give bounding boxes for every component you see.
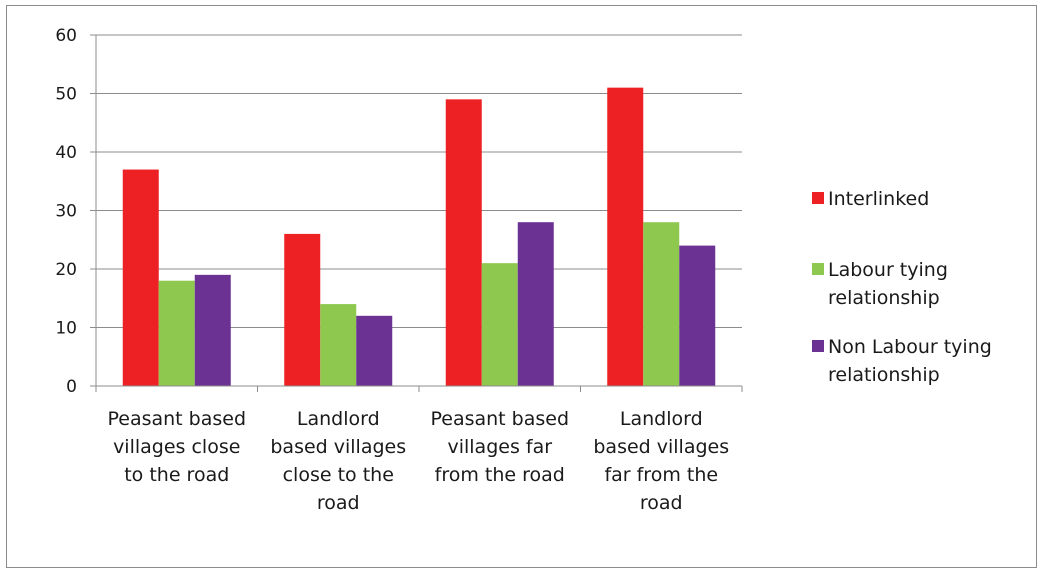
x-tick-label: road: [640, 492, 683, 514]
bar-chart: 0 10 20 30 40 50 60 Peasant based villages close…: [55, 26, 992, 514]
bar: [158, 280, 195, 386]
x-tick-label: road: [317, 492, 360, 514]
bar: [481, 263, 518, 386]
bar: [607, 87, 644, 387]
x-tick-label: from the road: [435, 464, 565, 486]
x-tick-label: based villages: [270, 436, 406, 458]
x-tick-label: villages close: [113, 436, 240, 458]
x-tick-label: Landlord: [620, 408, 703, 430]
bar: [517, 222, 554, 386]
y-tick-label: 20: [55, 260, 77, 280]
legend-swatch: [812, 192, 824, 204]
y-tick-label: 50: [55, 85, 77, 105]
legend-label: relationship: [828, 364, 940, 386]
x-tick-label: Peasant based: [107, 408, 246, 430]
x-tick-label: Peasant based: [430, 408, 569, 430]
y-tick-label: 10: [55, 319, 77, 339]
x-tick-label: villages far: [447, 436, 552, 458]
bar: [194, 274, 231, 386]
legend-swatch: [812, 340, 824, 352]
axes: 0 10 20 30 40 50 60 Peasant based villages close…: [55, 26, 743, 514]
x-tick-label: to the road: [124, 464, 229, 486]
bars: [122, 87, 716, 387]
bar: [122, 169, 159, 386]
bar: [320, 304, 357, 386]
y-tick-label: 60: [55, 26, 77, 46]
legend: Interlinked Labour tying relationship Non L…: [812, 188, 992, 386]
x-tick-label: Landlord: [297, 408, 380, 430]
y-tick-label: 0: [66, 377, 77, 397]
legend-label: relationship: [828, 287, 940, 309]
bar: [445, 99, 482, 386]
bar: [679, 245, 716, 386]
bar: [356, 315, 393, 386]
chart-frame: 0 10 20 30 40 50 60 Peasant based villages close…: [6, 5, 1037, 568]
legend-label: Interlinked: [828, 188, 929, 210]
x-tick-label: based villages: [593, 436, 729, 458]
bar: [643, 222, 680, 386]
legend-swatch: [812, 263, 824, 275]
bar: [284, 233, 321, 386]
y-tick-label: 30: [55, 202, 77, 222]
x-tick-label: close to the: [283, 464, 394, 486]
legend-label: Labour tying: [828, 259, 948, 281]
x-tick-label: far from the: [604, 464, 718, 486]
y-tick-label: 40: [55, 143, 77, 163]
legend-label: Non Labour tying: [828, 336, 992, 358]
